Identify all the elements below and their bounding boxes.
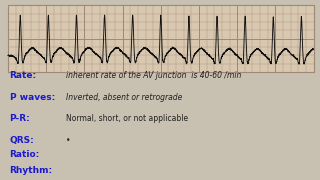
Text: inherent rate of the AV junction  is 40-60 /min: inherent rate of the AV junction is 40-6… (66, 71, 241, 80)
Text: P-R:: P-R: (10, 114, 30, 123)
Text: Rate:: Rate: (10, 71, 37, 80)
Text: Normal, short, or not applicable: Normal, short, or not applicable (66, 114, 188, 123)
Text: Ratio:: Ratio: (10, 150, 40, 159)
Bar (8, 5, 314, 72)
Text: QRS:: QRS: (10, 136, 34, 145)
Text: Rhythm:: Rhythm: (10, 166, 53, 175)
Text: Inverted, absent or retrograde: Inverted, absent or retrograde (66, 93, 182, 102)
Text: •: • (66, 136, 70, 145)
Text: P waves:: P waves: (10, 93, 55, 102)
